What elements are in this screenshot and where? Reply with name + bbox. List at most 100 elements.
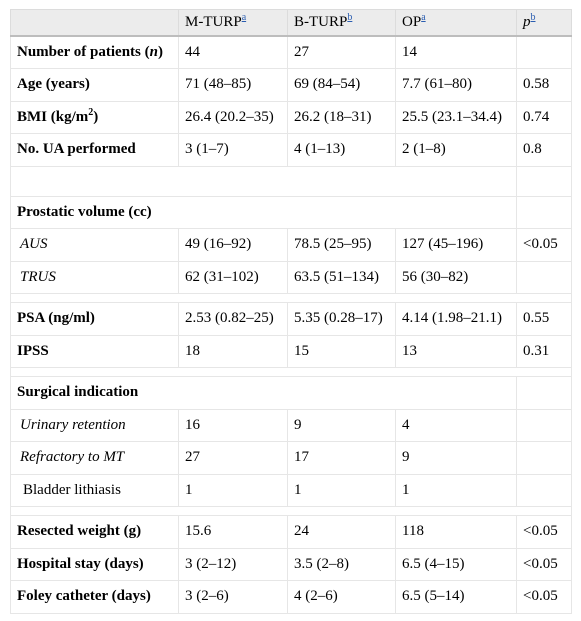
cell: 14 <box>395 35 517 69</box>
cell: 2.53 (0.82–25) <box>178 302 288 336</box>
table-row: AUS 49 (16–92) 78.5 (25–95) 127 (45–196)… <box>10 228 572 262</box>
cell: 26.4 (20.2–35) <box>178 100 288 134</box>
cell: <0.05 <box>516 228 572 262</box>
cell <box>516 441 572 475</box>
cell: 6.5 (4–15) <box>395 547 517 581</box>
blank-row <box>10 165 572 197</box>
row-label: TRUS <box>10 260 179 294</box>
table-row: TRUS 62 (31–102) 63.5 (51–134) 56 (30–82… <box>10 260 572 294</box>
row-label: Refractory to MT <box>10 441 179 475</box>
table-row: Hospital stay (days) 3 (2–12) 3.5 (2–8) … <box>10 547 572 581</box>
header-row: M-TURPa B-TURPb OPa pb <box>10 9 572 37</box>
cell: 16 <box>178 408 288 442</box>
cell: 3 (2–6) <box>178 580 288 614</box>
row-label: Age (years) <box>10 68 179 102</box>
cell: 0.74 <box>516 100 572 134</box>
spacer-row <box>10 293 572 303</box>
cell: 49 (16–92) <box>178 228 288 262</box>
cell <box>516 473 572 507</box>
section-heading: Prostatic volume (cc) <box>10 195 517 229</box>
cell: <0.05 <box>516 515 572 549</box>
cell: 0.58 <box>516 68 572 102</box>
table-row: Age (years) 71 (48–85) 69 (84–54) 7.7 (6… <box>10 68 572 102</box>
section-heading: Surgical indication <box>10 376 517 410</box>
spacer-row <box>10 506 572 516</box>
row-label: No. UA performed <box>10 133 179 167</box>
cell: 6.5 (5–14) <box>395 580 517 614</box>
row-label: Hospital stay (days) <box>10 547 179 581</box>
header-empty <box>10 9 179 37</box>
results-table: M-TURPa B-TURPb OPa pb Number of patient… <box>10 9 572 614</box>
section-row: Prostatic volume (cc) <box>10 195 572 229</box>
spacer-row <box>10 367 572 377</box>
cell: 27 <box>178 441 288 475</box>
cell: 1 <box>395 473 517 507</box>
cell <box>516 195 572 229</box>
section-row: Surgical indication <box>10 376 572 410</box>
cell: 24 <box>287 515 396 549</box>
row-label: Foley catheter (days) <box>10 580 179 614</box>
cell: 18 <box>178 334 288 368</box>
cell: 15.6 <box>178 515 288 549</box>
row-label: BMI (kg/m2) <box>10 100 179 134</box>
cell: 25.5 (23.1–34.4) <box>395 100 517 134</box>
cell: 118 <box>395 515 517 549</box>
header-op: OPa <box>395 9 517 37</box>
header-p: pb <box>516 9 572 37</box>
cell: 15 <box>287 334 396 368</box>
cell: 0.55 <box>516 302 572 336</box>
cell: 78.5 (25–95) <box>287 228 396 262</box>
table-row: Refractory to MT 27 17 9 <box>10 441 572 475</box>
table-row: BMI (kg/m2) 26.4 (20.2–35) 26.2 (18–31) … <box>10 100 572 134</box>
footnote-link[interactable]: b <box>530 12 536 23</box>
spacer-cell <box>10 506 572 516</box>
header-mturp: M-TURPa <box>178 9 288 37</box>
cell: 69 (84–54) <box>287 68 396 102</box>
cell: 9 <box>287 408 396 442</box>
footnote-link[interactable]: a <box>421 12 426 23</box>
cell: 7.7 (61–80) <box>395 68 517 102</box>
row-label: Urinary retention <box>10 408 179 442</box>
cell: <0.05 <box>516 580 572 614</box>
cell: 4.14 (1.98–21.1) <box>395 302 517 336</box>
table-row: Foley catheter (days) 3 (2–6) 4 (2–6) 6.… <box>10 580 572 614</box>
row-label: AUS <box>10 228 179 262</box>
cell: 17 <box>287 441 396 475</box>
cell: 56 (30–82) <box>395 260 517 294</box>
cell: 3.5 (2–8) <box>287 547 396 581</box>
footnote-link[interactable]: b <box>347 12 353 23</box>
blank-cell <box>10 165 517 197</box>
cell <box>516 260 572 294</box>
table-row: PSA (ng/ml) 2.53 (0.82–25) 5.35 (0.28–17… <box>10 302 572 336</box>
row-label: PSA (ng/ml) <box>10 302 179 336</box>
cell: 4 <box>395 408 517 442</box>
row-label: Number of patients (n) <box>10 35 179 69</box>
table-row: No. UA performed 3 (1–7) 4 (1–13) 2 (1–8… <box>10 133 572 167</box>
cell <box>516 376 572 410</box>
cell: 13 <box>395 334 517 368</box>
cell: 9 <box>395 441 517 475</box>
row-label: Bladder lithiasis <box>10 473 179 507</box>
spacer-cell <box>10 367 572 377</box>
cell: 5.35 (0.28–17) <box>287 302 396 336</box>
cell: 1 <box>178 473 288 507</box>
cell: 3 (1–7) <box>178 133 288 167</box>
row-label: IPSS <box>10 334 179 368</box>
table-row: Number of patients (n) 44 27 14 <box>10 35 572 69</box>
cell: 62 (31–102) <box>178 260 288 294</box>
blank-cell <box>516 165 572 197</box>
cell: 3 (2–12) <box>178 547 288 581</box>
cell: 0.31 <box>516 334 572 368</box>
table-row: IPSS 18 15 13 0.31 <box>10 334 572 368</box>
table-row: Urinary retention 16 9 4 <box>10 408 572 442</box>
cell: 1 <box>287 473 396 507</box>
table-row: Bladder lithiasis 1 1 1 <box>10 473 572 507</box>
cell: 71 (48–85) <box>178 68 288 102</box>
cell: <0.05 <box>516 547 572 581</box>
footnote-link[interactable]: a <box>241 12 247 23</box>
cell: 0.8 <box>516 133 572 167</box>
cell: 44 <box>178 35 288 69</box>
cell: 4 (1–13) <box>287 133 396 167</box>
cell: 4 (2–6) <box>287 580 396 614</box>
header-bturp: B-TURPb <box>287 9 396 37</box>
